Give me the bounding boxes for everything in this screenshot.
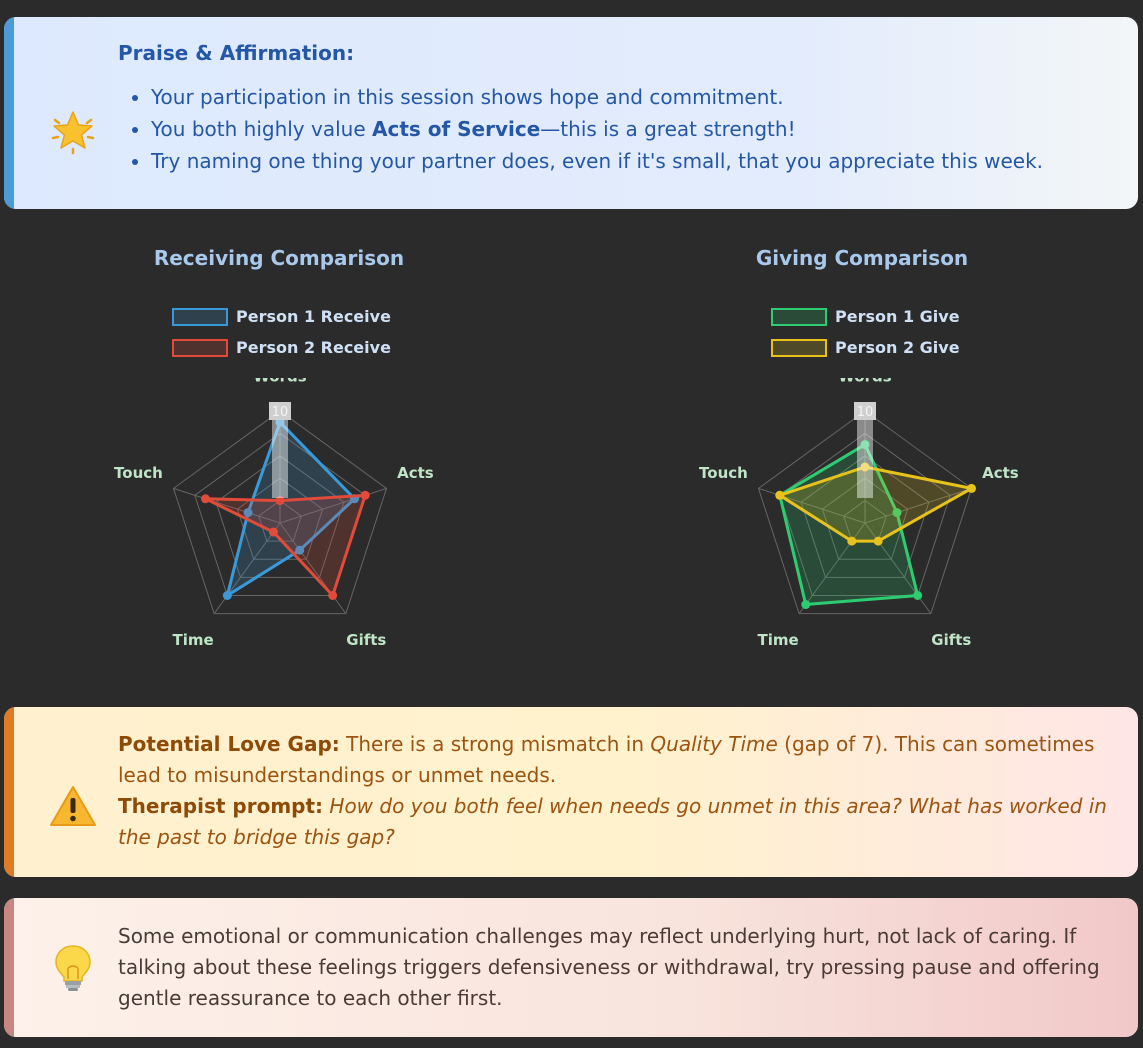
tick-scale-bar [857,403,873,498]
warning-icon [48,781,98,831]
tip-text: Some emotional or communication challeng… [118,924,1100,1010]
grid-spoke [864,487,972,524]
series-person-2-receive [200,490,370,600]
axis-label-words: Words [838,378,891,386]
praise-list: Your participation in this session shows… [124,81,1043,177]
legend-person1-receive[interactable]: Person 1 Receive [172,307,391,326]
praise-item: Your participation in this session shows… [151,81,1043,113]
radar-grid [757,410,973,615]
star-icon [48,107,98,157]
axis-label-time: Time [758,631,799,649]
series-person-2-give [775,462,977,546]
grid-ring [757,410,973,615]
data-point-gifts[interactable] [328,590,338,600]
axis-label-gifts: Gifts [931,631,971,649]
praise-item-strength: You both highly value Acts of Service—th… [151,113,1043,145]
legend-swatch [172,307,228,326]
tick-label-box [269,402,291,420]
grid-ring [215,455,345,578]
series-polygon [225,420,357,597]
gap-label: Potential Love Gap: [118,732,340,756]
grid-ring [194,432,366,596]
gap-text-a: There is a strong mismatch in [339,732,651,756]
data-point-time[interactable] [801,600,811,610]
axis-label-touch: Touch [699,464,748,482]
legend-swatch [172,338,228,357]
strength-name: Acts of Service [371,117,541,141]
data-point-acts[interactable] [360,490,370,500]
tick-label: 10 [272,405,289,420]
giving-radar-chart: 10 Words Acts Gifts Time Touch [699,378,1019,649]
legend-label: Person 1 Receive [236,307,391,326]
data-point-touch[interactable] [200,494,210,504]
grid-spoke [173,487,281,524]
data-point-touch[interactable] [243,508,253,518]
legend-label: Person 2 Receive [236,338,391,357]
legend-swatch [771,307,827,326]
gap-text-b: (gap of 7). This can sometimes lead to m… [118,732,1095,787]
data-point-words[interactable] [860,440,870,450]
therapist-prompt-label: Therapist prompt: [118,794,324,818]
axis-label-acts: Acts [982,464,1019,482]
axis-label-gifts: Gifts [346,631,386,649]
data-point-touch[interactable] [775,490,785,500]
tip-card: Some emotional or communication challeng… [4,898,1138,1037]
legend-person2-receive[interactable]: Person 2 Receive [172,338,391,357]
legend-person1-give[interactable]: Person 1 Give [771,307,960,326]
love-gap-card: Potential Love Gap: There is a strong mi… [4,707,1138,877]
data-point-words[interactable] [860,462,870,472]
series-polygon [778,465,974,543]
receiving-chart-title: Receiving Comparison [153,246,405,270]
strength-prefix: You both highly value [151,117,372,141]
praise-item: Try naming one thing your partner does, … [151,145,1043,177]
data-point-time[interactable] [222,590,232,600]
tip-accent-bar [4,898,14,1037]
axis-label-acts: Acts [397,464,434,482]
axis-label-words: Words [253,378,306,386]
receiving-radar-chart: 10 Words Acts Gifts Time Touch [114,378,434,649]
lightbulb-icon [48,943,98,993]
grid-ring [821,477,909,560]
grid-ring [236,477,324,560]
praise-card: Praise & Affirmation: Your participation… [4,17,1138,209]
data-point-acts[interactable] [892,508,902,518]
grid-ring [779,432,951,596]
data-point-acts[interactable] [967,483,977,493]
data-point-gifts[interactable] [873,536,883,546]
legend-swatch [771,338,827,357]
tick-label: 10 [857,405,874,420]
data-point-words[interactable] [275,496,285,506]
praise-title: Praise & Affirmation: [118,41,355,65]
data-point-time[interactable] [268,527,278,537]
data-point-time[interactable] [847,536,857,546]
love-gap-text: Potential Love Gap: There is a strong mi… [118,729,1118,853]
data-point-gifts[interactable] [913,590,923,600]
gap-area: Quality Time [650,732,778,756]
legend-label: Person 2 Give [835,338,960,357]
legend-label: Person 1 Give [835,307,960,326]
grid-ring [800,455,930,578]
tick-label-box [854,402,876,420]
legend-person2-give[interactable]: Person 2 Give [771,338,960,357]
gap-accent-bar [4,707,14,877]
praise-accent-bar [4,17,14,209]
data-point-gifts[interactable] [295,545,305,555]
strength-suffix: —this is a great strength! [540,117,796,141]
tick-scale-bar [272,403,288,498]
axis-label-time: Time [173,631,214,649]
grid-ring [172,410,388,615]
giving-chart-title: Giving Comparison [755,246,969,270]
therapist-prompt: How do you both feel when needs go unmet… [118,794,1107,849]
series-polygon [203,493,367,597]
axis-label-touch: Touch [114,464,163,482]
